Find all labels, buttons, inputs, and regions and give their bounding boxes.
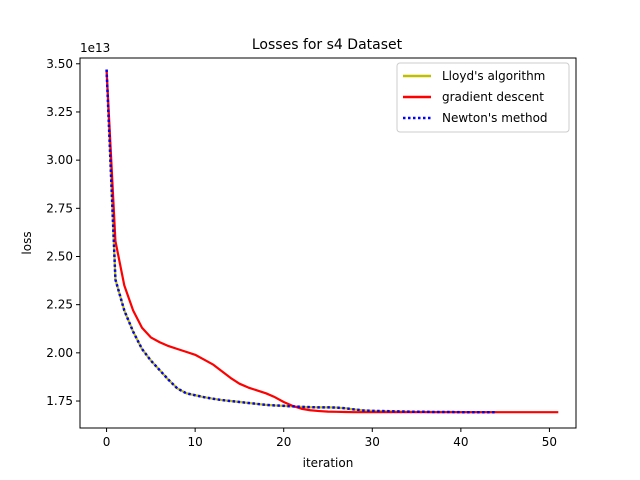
legend-entries: Lloyd's algorithm gradient descent Newton'… (403, 69, 548, 125)
y-offset-label: 1e13 (80, 41, 110, 55)
y-tick-label: 2.50 (46, 249, 73, 263)
plot-frame (79, 57, 577, 429)
chart-title: Losses for s4 Dataset (252, 37, 403, 53)
x-tick-label: 10 (188, 435, 203, 449)
x-tick-label: 50 (542, 435, 557, 449)
plot-area (105, 69, 559, 414)
y-axis-ticks: 1.75 2.00 2.25 2.50 2.75 3.00 3.25 3.50 (46, 57, 80, 408)
x-tick-label: 30 (365, 435, 380, 449)
legend-label-0: Lloyd's algorithm (442, 69, 545, 83)
x-tick-label: 0 (103, 435, 111, 449)
y-tick-label: 2.00 (46, 346, 73, 360)
x-tick-label: 40 (453, 435, 468, 449)
y-tick-label: 3.25 (46, 105, 73, 119)
x-axis-label: iteration (303, 456, 354, 470)
x-tick-label: 20 (276, 435, 291, 449)
legend: Lloyd's algorithm gradient descent Newton'… (396, 62, 570, 133)
legend-label-1: gradient descent (442, 90, 544, 104)
y-tick-label: 2.25 (46, 298, 73, 312)
y-tick-label: 1.75 (46, 394, 73, 408)
y-tick-label: 2.75 (46, 201, 73, 215)
legend-box (396, 62, 570, 133)
y-axis-label: loss (20, 231, 34, 254)
x-axis-ticks: 0 10 20 30 40 50 (103, 428, 557, 449)
y-tick-label: 3.50 (46, 57, 73, 71)
y-tick-label: 3.00 (46, 153, 73, 167)
legend-label-2: Newton's method (442, 111, 548, 125)
